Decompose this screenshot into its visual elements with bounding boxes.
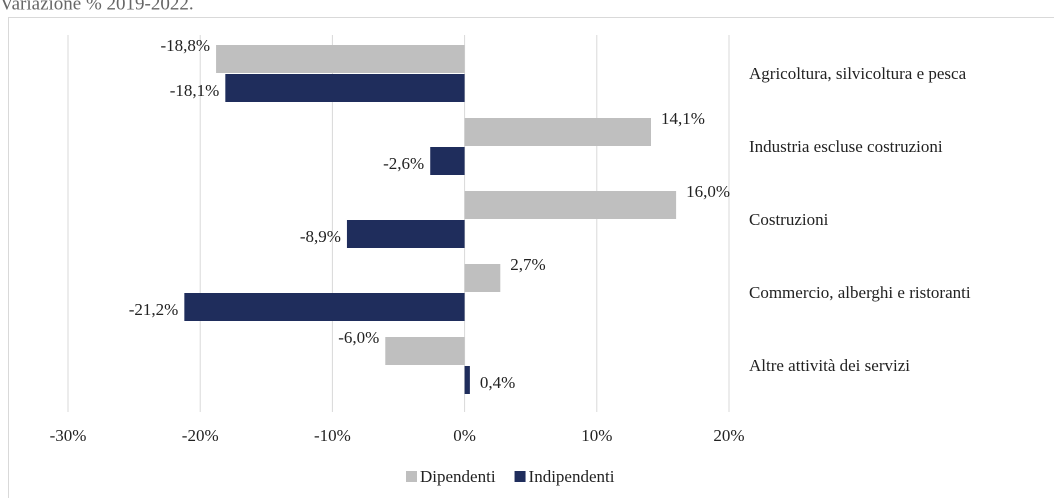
bar <box>184 293 465 321</box>
category-label: Commercio, alberghi e ristoranti <box>749 283 971 302</box>
x-tick-label: 10% <box>581 426 612 445</box>
value-label: 0,4% <box>480 373 515 392</box>
legend-label: Indipendenti <box>529 467 615 486</box>
category-label: Costruzioni <box>749 210 829 229</box>
legend-label: Dipendenti <box>420 467 496 486</box>
x-tick-label: 0% <box>453 426 476 445</box>
value-label: -8,9% <box>300 227 341 246</box>
bar <box>385 337 465 365</box>
chart-title: Variazione % 2019-2022. <box>0 0 194 14</box>
value-label: -18,8% <box>160 36 210 55</box>
chart-border <box>8 17 1054 498</box>
bar <box>216 45 465 73</box>
category-label: Altre attività dei servizi <box>749 356 910 375</box>
legend-swatch <box>406 471 417 482</box>
bar <box>225 74 465 102</box>
value-label: -21,2% <box>129 300 179 319</box>
value-label: 14,1% <box>661 109 705 128</box>
bar <box>464 191 677 219</box>
value-label: -18,1% <box>170 81 220 100</box>
category-label: Industria escluse costruzioni <box>749 137 943 156</box>
bar <box>430 147 465 175</box>
x-tick-label: 20% <box>713 426 744 445</box>
value-label: -2,6% <box>383 154 424 173</box>
value-label: 16,0% <box>686 182 730 201</box>
legend-swatch <box>514 471 526 482</box>
bar <box>464 264 501 292</box>
bar <box>464 118 652 146</box>
bar <box>464 366 470 394</box>
category-label: Agricoltura, silvicoltura e pesca <box>749 64 967 83</box>
value-label: -6,0% <box>338 328 379 347</box>
bar <box>346 220 465 248</box>
x-tick-label: -20% <box>182 426 219 445</box>
x-tick-label: -10% <box>314 426 351 445</box>
x-tick-label: -30% <box>50 426 87 445</box>
value-label: 2,7% <box>510 255 545 274</box>
